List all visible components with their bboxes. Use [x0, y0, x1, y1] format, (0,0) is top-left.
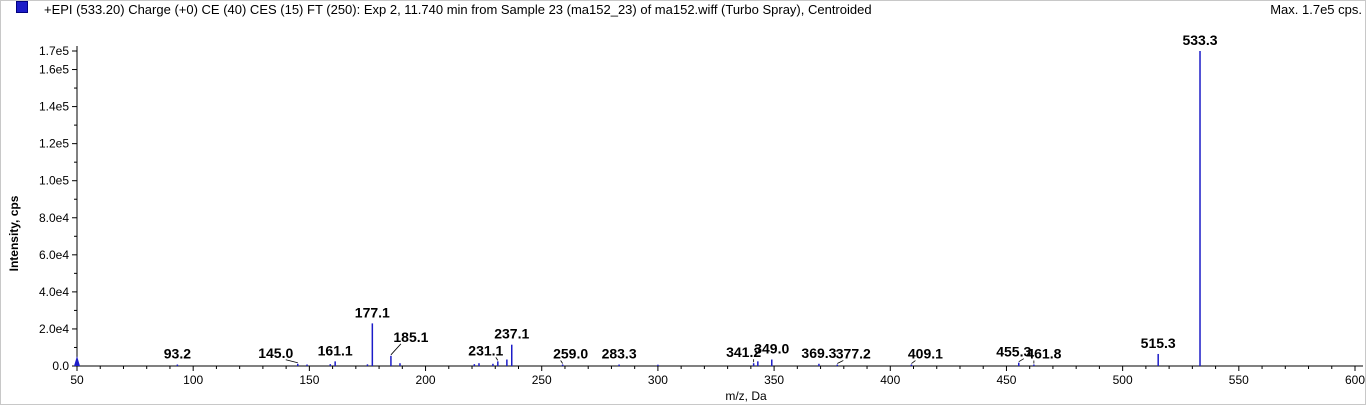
peak-label: 231.1 — [468, 342, 503, 358]
peak-leader-line — [911, 360, 916, 364]
y-tick-label: 1.2e5 — [39, 137, 69, 151]
x-axis-title: m/z, Da — [725, 389, 767, 403]
peak-label: 177.1 — [355, 304, 390, 320]
peak-label: 185.1 — [393, 329, 428, 345]
peak-leader-line — [495, 357, 499, 361]
y-axis-title: Intensity, cps — [7, 195, 21, 271]
y-tick-label: 2.0e4 — [39, 322, 69, 336]
peak-leader-line — [837, 360, 844, 364]
peak-leader-line — [1018, 358, 1024, 363]
y-tick-label: 6.0e4 — [39, 248, 69, 262]
max-intensity-label: Max. 1.7e5 cps. — [1270, 2, 1362, 17]
peak-label: 161.1 — [318, 342, 353, 358]
legend-swatch-icon[interactable] — [16, 1, 28, 13]
x-tick-label: 550 — [1229, 373, 1249, 387]
peak-label: 461.8 — [1026, 346, 1061, 362]
x-tick-label: 100 — [183, 373, 203, 387]
x-tick-label: 50 — [70, 373, 84, 387]
peak-label: 515.3 — [1141, 335, 1176, 351]
x-tick-label: 600 — [1345, 373, 1365, 387]
y-tick-label: 8.0e4 — [39, 211, 69, 225]
y-tick-label: 1.6e5 — [39, 63, 69, 77]
peak-label: 259.0 — [553, 346, 588, 362]
peak-label: 533.3 — [1182, 32, 1217, 48]
peak-label: 145.0 — [258, 345, 293, 361]
peak-label: 283.3 — [602, 346, 637, 362]
peak-leader-line — [560, 360, 563, 364]
peak-leader-line — [285, 359, 298, 364]
x-tick-label: 150 — [299, 373, 319, 387]
y-tick-label: 1.4e5 — [39, 100, 69, 114]
origin-marker-icon — [74, 356, 80, 366]
peaks-layer — [74, 51, 1201, 366]
peak-label: 341.2 — [726, 344, 761, 360]
peak-label: 455.3 — [996, 344, 1031, 360]
x-tick-label: 400 — [880, 373, 900, 387]
peak-label: 409.1 — [908, 346, 943, 362]
y-tick-label: 1.0e5 — [39, 174, 69, 188]
chart-header: +EPI (533.20) Charge (+0) CE (40) CES (1… — [0, 0, 1366, 20]
peak-label: 93.2 — [164, 346, 191, 362]
peak-label: 377.2 — [836, 346, 871, 362]
spectrum-title: +EPI (533.20) Charge (+0) CE (40) CES (1… — [44, 2, 872, 17]
y-tick-label: 0.0 — [52, 359, 69, 373]
y-tick-label: 1.7e5 — [39, 44, 69, 58]
peak-label: 237.1 — [494, 326, 529, 342]
x-tick-label: 350 — [764, 373, 784, 387]
peak-label: 349.0 — [754, 341, 789, 357]
x-tick-label: 450 — [996, 373, 1016, 387]
y-tick-label: 4.0e4 — [39, 285, 69, 299]
x-tick-label: 200 — [416, 373, 436, 387]
axes: 50 100 150 200 250 300 350 400 450 500 550 600 0.0 2.… — [39, 44, 1365, 387]
x-tick-label: 500 — [1113, 373, 1133, 387]
x-tick-label: 300 — [648, 373, 668, 387]
x-tick-label: 250 — [532, 373, 552, 387]
peak-label: 369.3 — [801, 345, 836, 361]
peak-leader-line — [390, 343, 402, 356]
